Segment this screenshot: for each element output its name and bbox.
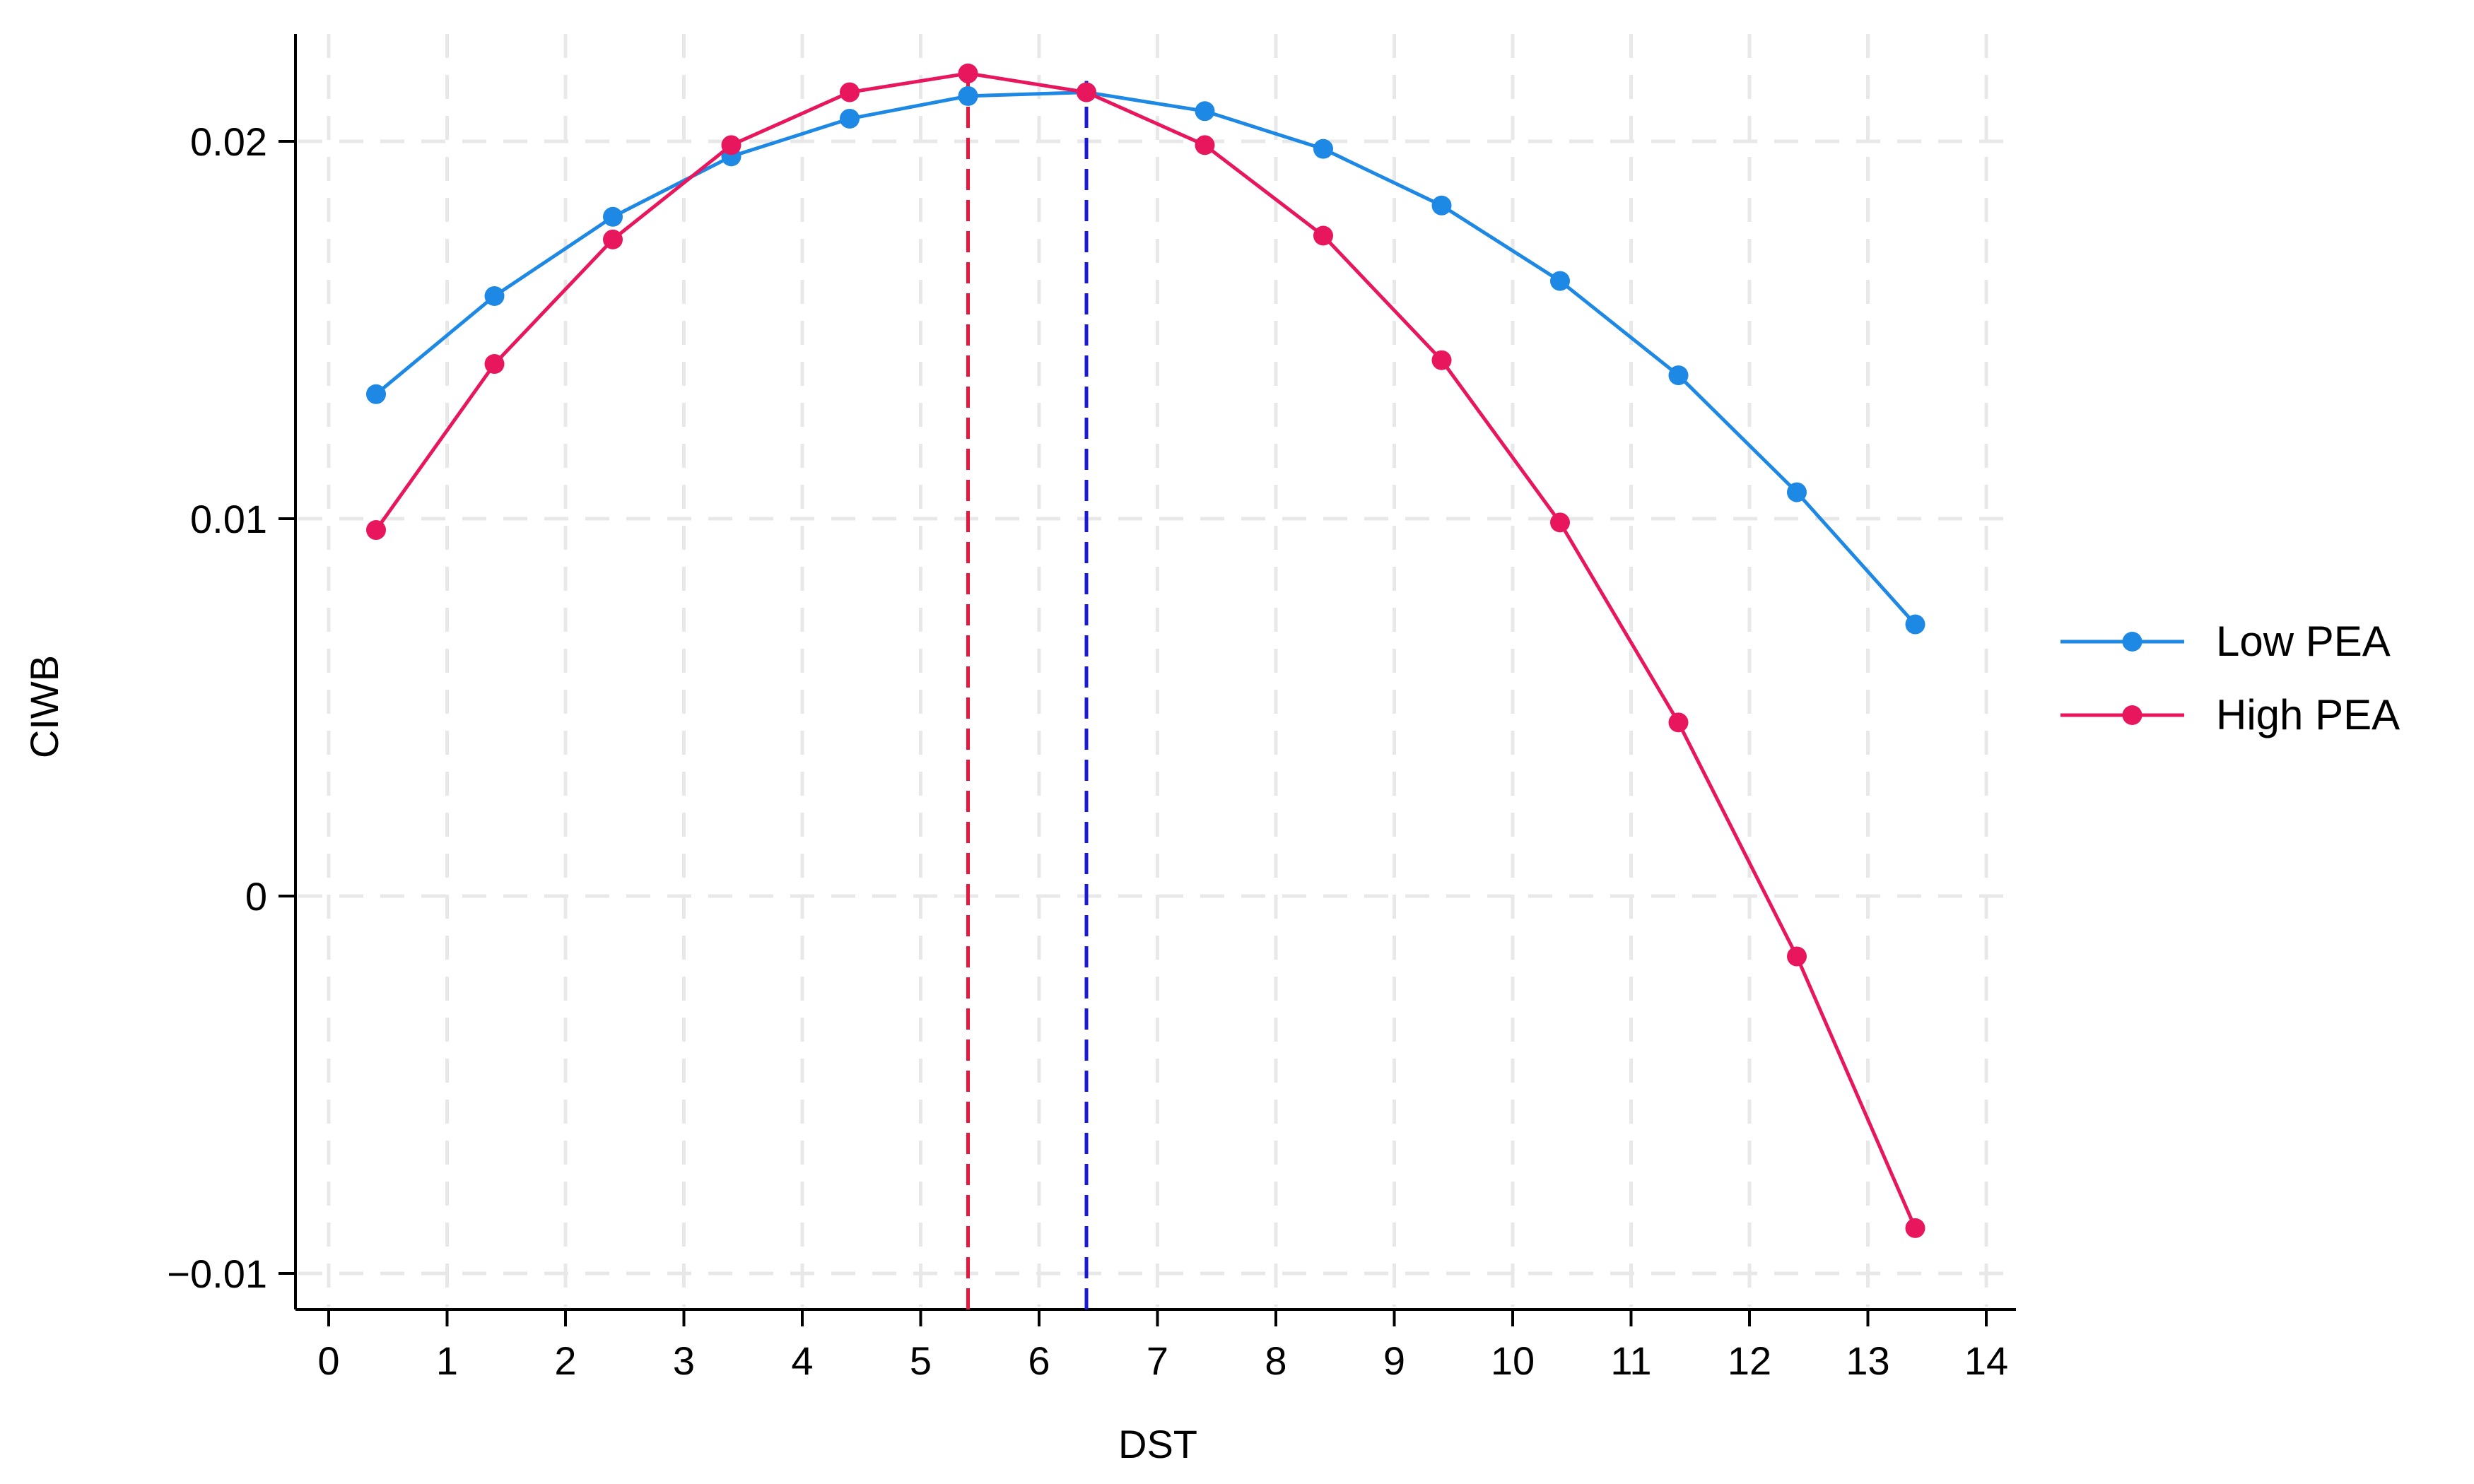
x-tick-label: 5 [910,1338,932,1383]
data-point-high-pea [840,82,860,102]
y-axis-label: CIWB [22,655,66,758]
x-tick-label: 12 [1728,1338,1771,1383]
x-tick-label: 7 [1147,1338,1168,1383]
data-point-high-pea [1668,712,1689,733]
legend-marker-low-pea [2122,632,2142,652]
data-point-high-pea [1550,512,1570,533]
series-line-low-pea [375,90,1917,626]
series-line-high-pea [374,71,1917,1229]
x-tick-label: 8 [1265,1338,1286,1383]
x-tick-label: 13 [1846,1338,1889,1383]
legend-marker-high-pea [2122,705,2142,725]
x-tick-label: 1 [436,1338,458,1383]
data-point-high-pea [1431,350,1452,370]
data-point-high-pea [1905,1218,1925,1238]
x-tick-label: 4 [791,1338,813,1383]
data-point-high-pea [1077,82,1096,102]
x-tick-label: 3 [673,1338,695,1383]
data-point-low-pea [840,108,860,129]
legend: Low PEA High PEA [2060,618,2400,738]
data-point-low-pea [603,206,623,227]
legend-label-low-pea: Low PEA [2216,618,2391,665]
data-point-high-pea [958,63,978,83]
x-tick-label: 14 [1964,1338,2008,1383]
reference-lines-layer [966,81,1089,1309]
data-point-low-pea [366,384,386,404]
data-point-low-pea [1431,195,1452,216]
grid-layer [298,34,2016,1307]
data-point-high-pea [1787,946,1807,967]
data-point-high-pea [721,135,741,155]
x-tick-label: 11 [1610,1338,1651,1383]
y-tick-label: 0.01 [190,497,267,541]
data-point-low-pea [1313,139,1333,159]
data-point-high-pea [366,520,386,541]
data-point-high-pea [603,229,623,249]
data-point-high-pea [484,354,505,375]
data-point-low-pea [1550,271,1570,291]
x-tick-label: 6 [1028,1338,1050,1383]
x-tick-label: 2 [554,1338,576,1383]
data-point-high-pea [1313,225,1333,246]
data-point-low-pea [484,285,505,306]
data-point-low-pea [958,86,978,106]
data-point-low-pea [1905,614,1925,635]
x-tick-label: 0 [317,1338,339,1383]
legend-label-high-pea: High PEA [2216,691,2400,738]
x-axis-label: DST [1118,1422,1197,1466]
data-point-low-pea [1195,101,1215,122]
x-tick-label: 9 [1383,1338,1405,1383]
data-point-high-pea [1195,135,1215,155]
y-tick-label: 0.02 [190,119,267,164]
data-point-low-pea [1787,482,1807,502]
series-layer [366,63,1925,1238]
y-tick-label: 0 [245,874,267,919]
y-tick-label: −0.01 [167,1252,267,1296]
x-tick-label: 10 [1491,1338,1535,1383]
data-point-low-pea [1668,365,1689,386]
